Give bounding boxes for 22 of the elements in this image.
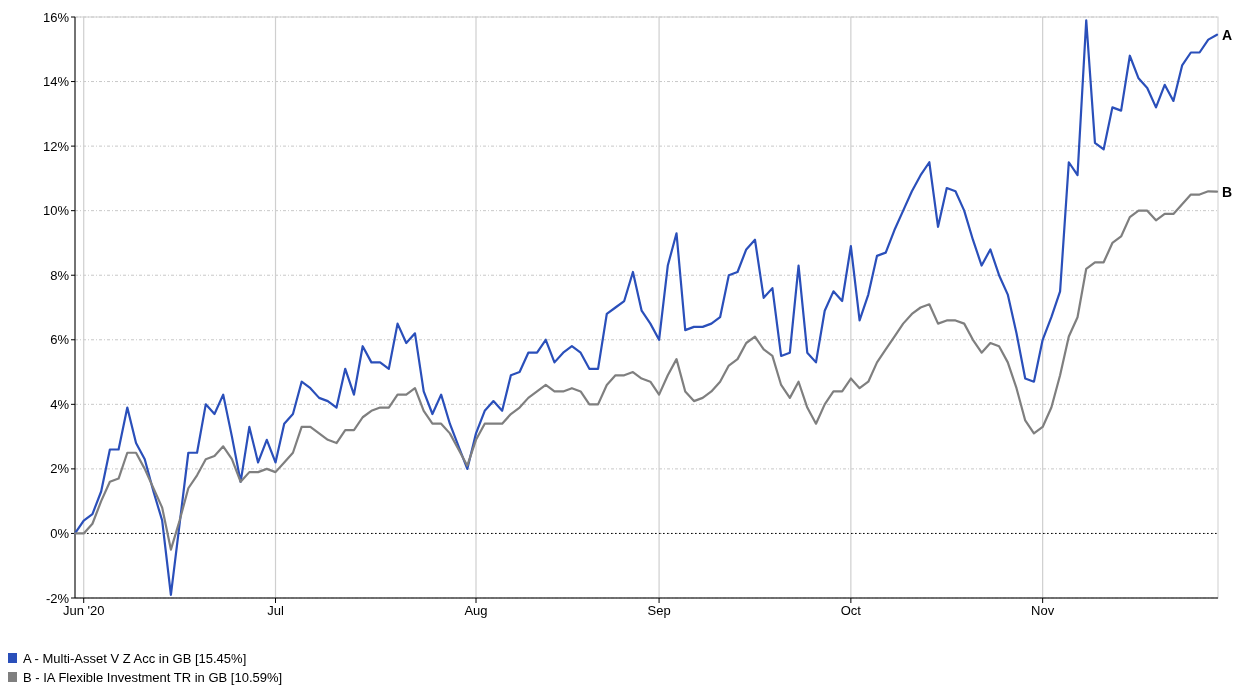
line-series — [73, 19, 1219, 596]
y-tick-label: 16% — [42, 9, 70, 25]
legend-label: A - Multi-Asset V Z Acc in GB [15.45%] — [23, 650, 247, 666]
y-tick-label: -2% — [45, 590, 70, 606]
y-tick-label: 10% — [42, 203, 70, 219]
x-tick-label: Nov — [1031, 603, 1055, 618]
y-tick-label: 2% — [50, 461, 70, 477]
x-tick-label: Jun '20 — [62, 603, 105, 618]
y-tick-label: 0% — [50, 525, 70, 541]
line-series — [73, 190, 1219, 551]
y-tick-label: 14% — [42, 74, 70, 90]
x-tick-label: Jul — [267, 603, 284, 618]
x-tick-label: Sep — [647, 603, 671, 618]
text: A — [1222, 26, 1233, 43]
legend-label: B - IA Flexible Investment TR in GB [10.59%] — [23, 669, 283, 685]
text: B — [1222, 183, 1233, 200]
y-tick-label: 4% — [50, 396, 70, 412]
x-tick-label: Oct — [840, 603, 862, 618]
x-tick-label: Aug — [464, 603, 488, 618]
y-tick-label: 6% — [50, 332, 70, 348]
y-tick-label: 8% — [50, 267, 70, 283]
y-tick-label: 12% — [42, 138, 70, 154]
